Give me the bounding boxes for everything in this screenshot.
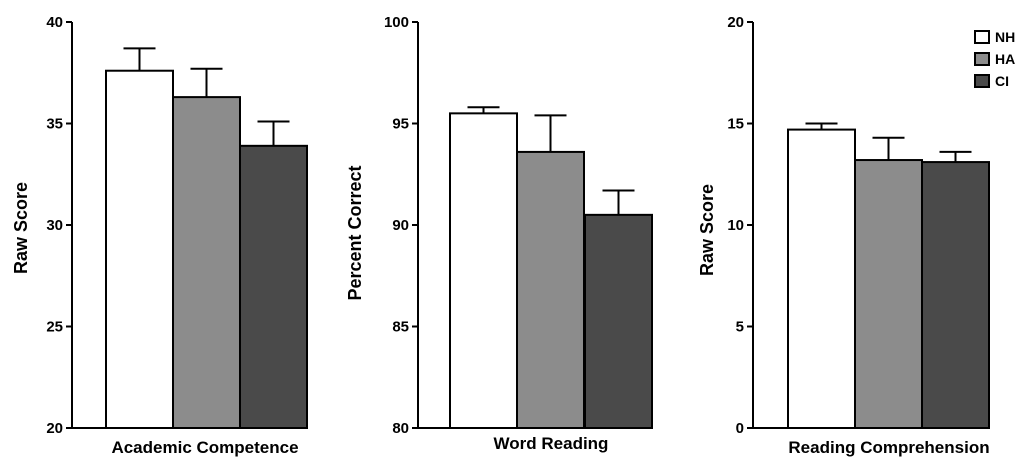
chart-panel-reading-comprehension: Raw Score Reading Comprehension 0 5 10 15 20 — [697, 14, 990, 457]
x-axis-label: Reading Comprehension — [788, 438, 989, 457]
bar-nh — [105, 69, 174, 429]
chart-panel-word-reading: Percent Correct Word Reading 80 85 90 95 100 — [345, 14, 653, 453]
legend-swatch-nh — [974, 30, 990, 44]
bar-ha — [172, 96, 241, 430]
bar-ci — [584, 213, 653, 429]
y-tick-label: 20 — [727, 14, 744, 31]
y-tick-label: 5 — [736, 319, 744, 336]
legend-label-ha: HA — [995, 51, 1015, 67]
bar-ha — [854, 159, 923, 429]
x-axis-label: Academic Competence — [111, 438, 298, 457]
y-tick-label: 95 — [392, 116, 409, 133]
legend-swatch-ci — [974, 74, 990, 88]
y-tick-label: 85 — [392, 319, 409, 336]
chart-panel-academic-competence: Raw Score Academic Competence 20 25 30 35 40 — [11, 14, 308, 457]
legend-label-nh: NH — [995, 29, 1015, 45]
y-tick-label: 80 — [392, 420, 409, 437]
legend-label-ci: CI — [995, 73, 1009, 89]
legend-swatch-ha — [974, 52, 990, 66]
y-tick-label: 40 — [46, 14, 63, 31]
y-axis-label: Raw Score — [11, 182, 31, 274]
bar-ha — [516, 150, 585, 429]
bar-nh — [449, 112, 518, 429]
legend: NH HA CI — [974, 29, 1015, 89]
x-axis-label: Word Reading — [494, 434, 609, 453]
bar-ci — [921, 161, 990, 429]
y-tick-label: 10 — [727, 217, 744, 234]
y-tick-label: 90 — [392, 217, 409, 234]
y-tick-label: 35 — [46, 116, 63, 133]
bar-ci — [239, 144, 308, 430]
y-tick-label: 25 — [46, 319, 63, 336]
y-tick-label: 0 — [736, 420, 744, 437]
y-tick-label: 30 — [46, 217, 63, 234]
y-tick-label: 20 — [46, 420, 63, 437]
bar-nh — [787, 128, 856, 429]
y-tick-label: 15 — [727, 116, 744, 133]
y-axis-label: Raw Score — [697, 184, 717, 276]
y-tick-label: 100 — [384, 14, 409, 31]
y-axis-label: Percent Correct — [345, 165, 365, 300]
